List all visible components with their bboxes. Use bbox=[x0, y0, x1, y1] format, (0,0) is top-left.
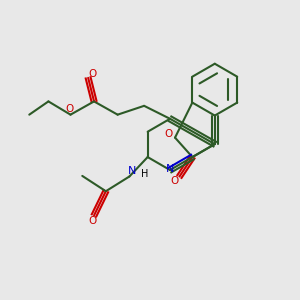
Text: O: O bbox=[170, 176, 178, 186]
Text: O: O bbox=[164, 129, 173, 139]
Text: O: O bbox=[66, 104, 74, 114]
Text: O: O bbox=[88, 216, 97, 226]
Text: H: H bbox=[141, 169, 148, 178]
Text: N: N bbox=[166, 164, 174, 173]
Text: O: O bbox=[88, 69, 97, 79]
Text: N: N bbox=[128, 167, 136, 176]
